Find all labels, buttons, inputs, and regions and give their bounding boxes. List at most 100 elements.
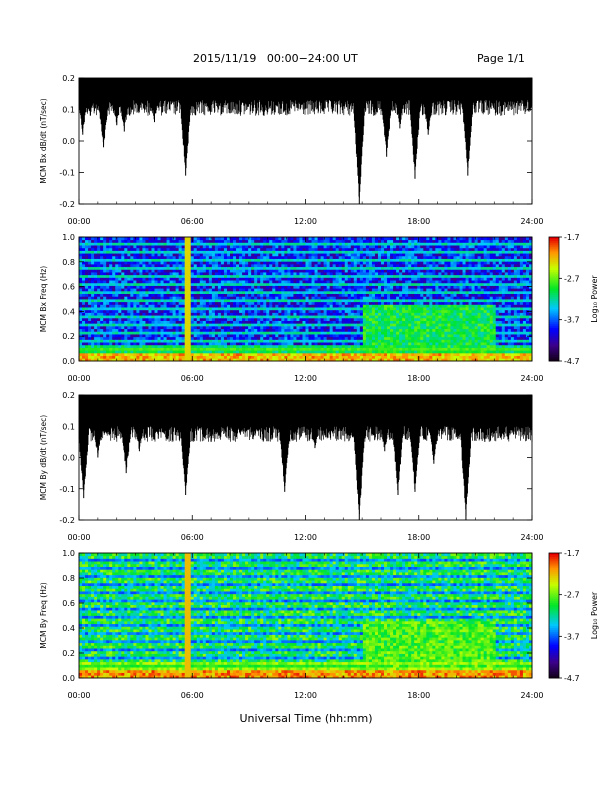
x-tick-label: 18:00 [407,217,430,226]
heat-cell [226,261,231,265]
heat-cell [347,242,352,246]
heat-cell [199,296,204,300]
heat-cell [148,247,152,251]
heat-cell [384,312,388,316]
heat-cell [208,304,213,308]
heat-cell [311,247,315,251]
heat-cell [233,282,237,286]
heat-cell [393,312,397,316]
heat-cell [169,296,174,300]
heat-cell [390,255,394,259]
heat-cell [217,253,222,257]
heat-cell [341,272,346,276]
heat-cell [151,258,155,262]
heat-cell [97,347,101,351]
heat-cell [190,334,195,338]
heat-cell [220,239,225,243]
heat-cell [121,344,125,348]
heat-cell [281,272,285,276]
heat-cell [139,290,143,295]
heat-cell [384,239,388,243]
heat-cell [85,312,89,316]
heat-cell [242,258,246,262]
heat-cell [305,277,309,281]
heat-cell [317,245,321,249]
heat-cell [187,325,192,330]
heat-cell [290,247,294,251]
heat-cell [82,288,86,292]
heat-cell [362,293,367,297]
heat-cell [302,339,306,343]
heat-cell [115,274,119,278]
heat-cell [311,277,315,281]
heat-cell [226,350,231,354]
heat-cell [248,325,252,330]
heat-cell [100,312,104,316]
heat-cell [196,312,201,316]
heat-cell [88,342,92,346]
heat-cell [356,315,361,319]
heat-cell [239,242,243,246]
heat-cell [296,323,300,327]
heat-cell [290,250,294,254]
heat-cell [390,342,394,346]
heat-cell [118,288,122,292]
heat-cell [260,255,264,259]
heat-cell [79,237,83,241]
heat-cell [281,334,285,338]
heat-cell [335,245,340,249]
heat-cell [320,250,325,254]
heat-cell [187,352,192,357]
heat-cell [154,339,158,343]
heat-cell [326,347,331,351]
heat-cell [223,301,228,305]
heat-cell [239,323,243,327]
heat-cell [181,323,186,327]
heat-cell [296,242,300,246]
heat-cell [109,328,113,332]
heat-cell [293,261,297,265]
heat-cell [103,331,107,335]
y-tick-label: 0.0 [62,137,75,146]
heat-cell [353,352,358,357]
heat-cell [260,285,264,289]
heat-cell [127,288,131,292]
heat-cell [79,282,83,286]
heat-cell [287,247,291,251]
heat-cell [272,296,276,300]
heat-cell [175,296,180,300]
heat-cell [199,344,204,348]
heat-cell [371,307,376,311]
heat-cell [387,312,391,316]
heat-cell [178,280,183,284]
heat-cell [169,237,174,241]
heat-cell [121,296,125,300]
heat-cell [94,280,98,284]
heat-cell [314,282,318,286]
heat-cell [281,239,285,243]
heat-cell [251,339,255,343]
heat-cell [233,320,237,324]
heat-cell [338,350,343,354]
heat-cell [124,344,128,348]
heat-cell [272,250,276,254]
heat-cell [88,285,92,289]
heat-cell [187,358,192,362]
heat-cell [169,288,174,292]
heat-cell [172,309,177,313]
heat-cell [79,299,83,303]
heat-cell [136,307,140,311]
heat-cell [184,328,189,332]
heat-cell [362,239,367,243]
heat-cell [341,339,346,343]
heat-cell [109,358,113,362]
heat-cell [329,323,334,327]
heat-cell [82,334,86,338]
heat-cell [145,242,149,246]
heat-cell [166,344,170,348]
heat-cell [166,285,170,289]
heat-cell [214,342,219,346]
heat-cell [226,282,231,286]
heat-cell [214,247,219,251]
heat-cell [223,355,228,359]
